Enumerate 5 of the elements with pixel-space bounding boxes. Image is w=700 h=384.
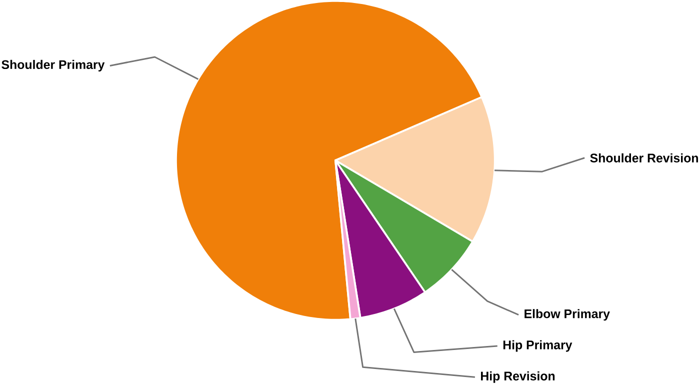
slice-label: Hip Primary [503,340,572,352]
slice-label: Shoulder Revision [590,153,698,162]
slice-label: Hip Revision [481,371,555,383]
slice-label: Elbow Primary [524,308,610,321]
slice-label: Shoulder Primary [2,60,105,72]
